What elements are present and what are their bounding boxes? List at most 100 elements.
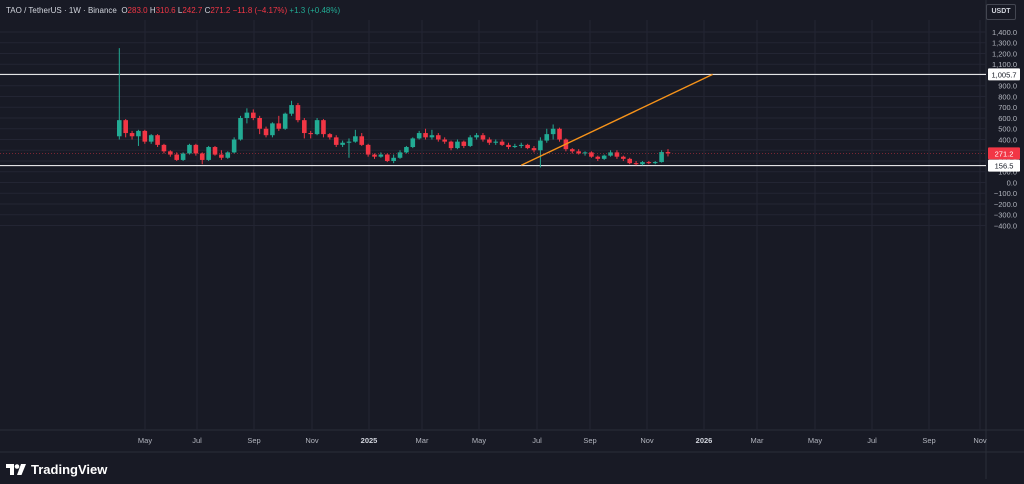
hline-price-tag	[988, 68, 1020, 81]
candle-body	[187, 144, 192, 154]
candle-body	[117, 120, 122, 137]
low-label: L	[177, 6, 183, 15]
x-tick-label: Mar	[751, 436, 764, 445]
y-tick-label: 600.0	[998, 114, 1017, 123]
candle-body	[346, 141, 352, 143]
candle-body	[614, 152, 620, 157]
trendline[interactable]	[520, 73, 713, 166]
candle-body	[544, 134, 550, 141]
y-tick-label: −400.0	[994, 221, 1017, 230]
candle-body	[308, 133, 313, 135]
candle-body	[174, 154, 180, 160]
x-tick-label: May	[472, 436, 486, 445]
candle-body	[142, 130, 148, 142]
y-tick-label: 800.0	[998, 92, 1017, 101]
symbol-title[interactable]: TAO / TetherUS · 1W · Binance	[6, 6, 117, 15]
change-value: −11.8 (−4.17%)	[232, 6, 288, 15]
tradingview-logo[interactable]: TradingView	[6, 462, 107, 477]
candle-body	[225, 152, 231, 158]
x-tick-label: Jul	[192, 436, 202, 445]
x-tick-label: May	[808, 436, 822, 445]
candle-body	[589, 152, 594, 157]
high-label: H	[149, 6, 156, 15]
candle-body	[155, 135, 160, 145]
candle-body	[467, 137, 473, 146]
low-value: 242.7	[182, 6, 203, 15]
candle-body	[538, 140, 543, 151]
x-tick-label: Mar	[416, 436, 429, 445]
x-tick-label: Nov	[640, 436, 654, 445]
high-value: 310.6	[155, 6, 176, 15]
candle-body	[231, 139, 237, 153]
x-tick-label: Nov	[973, 436, 987, 445]
candle-body	[219, 154, 224, 158]
candle-body	[404, 147, 409, 153]
price-axis[interactable]: 1,400.01,300.01,200.01,100.01,000.0900.0…	[992, 28, 1017, 231]
current-price-tag	[988, 147, 1020, 160]
candle-body	[429, 135, 435, 138]
candle-body	[487, 139, 492, 143]
candle-body	[314, 120, 320, 135]
candle-body	[569, 149, 575, 152]
candle-body	[302, 120, 307, 134]
y-tick-label: −300.0	[994, 211, 1017, 220]
candle-body	[244, 112, 250, 118]
candle-body	[640, 162, 645, 165]
candle-body	[136, 130, 141, 137]
y-tick-label: 100.0	[998, 168, 1017, 177]
horizontal-lines[interactable]	[0, 73, 986, 167]
candle-body	[518, 144, 524, 146]
x-tick-label: Nov	[305, 436, 319, 445]
candle-body	[608, 152, 613, 156]
candle-body	[436, 135, 441, 140]
candle-body	[263, 128, 269, 136]
hline-price-label: 1,005.7	[991, 70, 1016, 79]
brand-name: TradingView	[31, 462, 108, 477]
candle-body	[161, 144, 167, 152]
candle-body	[212, 147, 218, 155]
candle-body	[282, 113, 288, 129]
candle-body	[276, 123, 282, 129]
time-axis[interactable]: May Jul Sep Nov 2025 Mar May Jul Sep Nov 2026 Mar Ma…	[138, 436, 987, 445]
candle-body	[148, 135, 154, 142]
candle-body	[378, 154, 384, 157]
trendline-layer[interactable]	[520, 73, 713, 166]
price-labels: 1,005.7 156.5 271.2	[0, 68, 1020, 172]
candle-body	[289, 105, 294, 114]
y-tick-label: 1,100.0	[992, 60, 1017, 69]
candle-body	[353, 136, 358, 142]
candle-body	[525, 144, 530, 149]
candle-body	[238, 118, 243, 140]
candles	[117, 48, 671, 168]
candle-body	[384, 154, 390, 161]
candle-body	[423, 133, 428, 138]
candle-body	[550, 128, 556, 135]
close-label: C	[204, 6, 211, 15]
open-label: O	[121, 6, 128, 15]
currency-button[interactable]: USDT	[986, 4, 1016, 20]
candle-body	[582, 152, 588, 154]
candle-body	[621, 156, 626, 159]
candle-body	[365, 144, 371, 155]
x-tick-label: Sep	[247, 436, 260, 445]
close-value: 271.2	[210, 6, 231, 15]
candle-body	[180, 153, 186, 160]
candle-body	[199, 153, 205, 160]
candle-body	[557, 128, 562, 140]
candle-body	[455, 141, 460, 149]
x-tick-label: Jul	[867, 436, 877, 445]
candle-body	[448, 141, 454, 149]
candle-body	[652, 162, 658, 164]
candle-body	[474, 135, 479, 138]
candle-body	[129, 133, 135, 137]
y-tick-label: 1,200.0	[992, 49, 1017, 58]
candle-body	[627, 158, 632, 164]
y-tick-label: −200.0	[994, 200, 1017, 209]
candle-body	[461, 141, 467, 146]
candle-body	[391, 157, 396, 161]
candle-body	[340, 142, 345, 145]
y-tick-label: 400.0	[998, 135, 1017, 144]
